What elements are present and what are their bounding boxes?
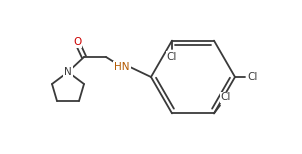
Text: Cl: Cl — [167, 52, 177, 62]
Text: O: O — [73, 37, 81, 47]
Text: Cl: Cl — [221, 92, 231, 102]
Text: Cl: Cl — [248, 72, 258, 82]
Text: N: N — [64, 67, 72, 77]
Text: HN: HN — [114, 62, 130, 72]
